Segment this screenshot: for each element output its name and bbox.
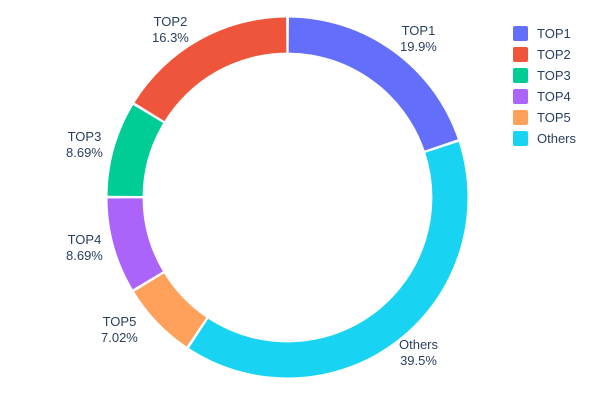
legend-label: Others <box>537 131 577 146</box>
legend-label: TOP3 <box>537 68 571 83</box>
donut-slice-top4[interactable] <box>107 198 163 290</box>
legend-swatch-icon <box>513 89 528 104</box>
legend-item-top3[interactable]: TOP3 <box>513 66 576 85</box>
legend-swatch-icon <box>513 47 528 62</box>
legend-item-top2[interactable]: TOP2 <box>513 45 576 64</box>
donut-slice-top2[interactable] <box>134 17 287 122</box>
donut-slice-group <box>107 17 468 378</box>
legend-item-top5[interactable]: TOP5 <box>513 108 576 127</box>
legend-label: TOP1 <box>537 26 571 41</box>
legend-swatch-icon <box>513 68 528 83</box>
donut-slice-top5[interactable] <box>134 273 207 347</box>
chart-legend[interactable]: TOP1 TOP2 TOP3 TOP4 TOP5 Others <box>513 24 576 148</box>
legend-label: TOP5 <box>537 110 571 125</box>
donut-slice-others[interactable] <box>189 141 468 378</box>
donut-slice-top1[interactable] <box>288 17 458 151</box>
legend-label: TOP2 <box>537 47 571 62</box>
legend-item-others[interactable]: Others <box>513 129 576 148</box>
legend-item-top1[interactable]: TOP1 <box>513 24 576 43</box>
donut-slice-top3[interactable] <box>107 104 164 197</box>
legend-swatch-icon <box>513 131 528 146</box>
legend-label: TOP4 <box>537 89 571 104</box>
legend-swatch-icon <box>513 26 528 41</box>
legend-swatch-icon <box>513 110 528 125</box>
legend-item-top4[interactable]: TOP4 <box>513 87 576 106</box>
